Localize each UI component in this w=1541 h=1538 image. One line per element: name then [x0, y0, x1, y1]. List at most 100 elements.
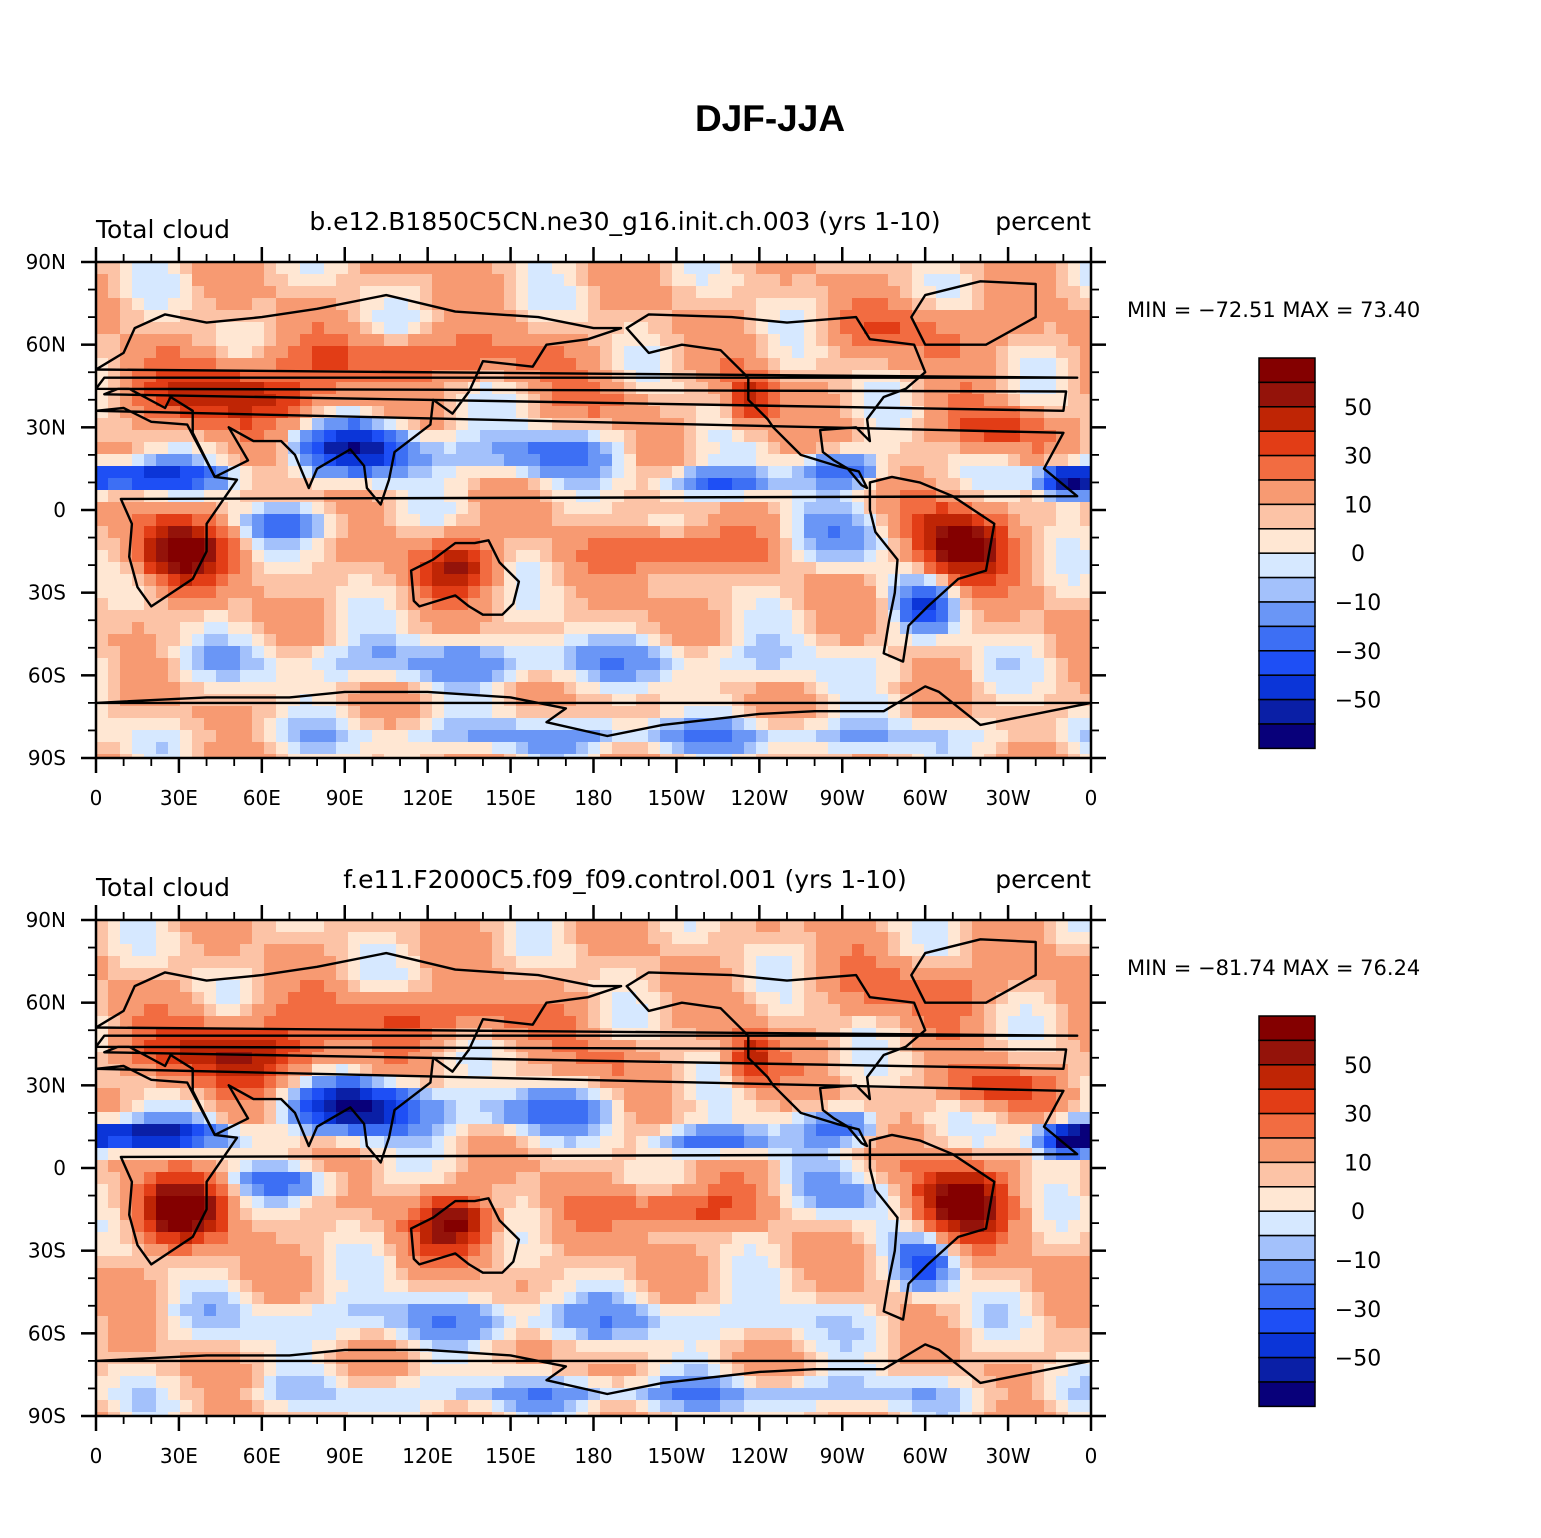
colorbar-cell [1258, 479, 1316, 506]
colorbar-cell [1258, 674, 1316, 701]
colorbar-cell [1258, 1332, 1316, 1359]
map-plot [94, 260, 1093, 760]
x-tick-label: 30E [160, 1444, 198, 1468]
coastlines [96, 938, 1091, 1396]
x-tick-label: 120W [730, 786, 788, 810]
axes: 0 30E 60E 90E 120E 150E 180 150W 120W 90W 60W 30W 09… [26, 905, 1106, 1468]
x-tick-label: 60W [903, 1444, 948, 1468]
y-tick-label: 90S [28, 746, 66, 770]
y-tick-label: 30N [26, 1073, 66, 1097]
axes: 0 30E 60E 90E 120E 150E 180 150W 120W 90W 60W 30W 09… [26, 247, 1106, 810]
x-tick-label: 150W [647, 1444, 705, 1468]
colorbar-label: 50 [1344, 396, 1372, 421]
colorbar: 50 30 10 0 −10 −30 −50 [1258, 1015, 1381, 1408]
colorbar-cell [1258, 503, 1316, 530]
x-tick-label: 30E [160, 786, 198, 810]
y-tick-label: 90S [28, 1404, 66, 1428]
colorbar-label: 50 [1344, 1054, 1372, 1079]
y-tick-label: 60S [28, 1321, 66, 1345]
x-tick-label: 30W [985, 786, 1030, 810]
colorbar-cell [1258, 381, 1316, 408]
colorbar-cell [1258, 357, 1316, 384]
y-tick-label: 60S [28, 663, 66, 687]
colorbar-cell [1258, 1015, 1316, 1042]
x-tick-label: 60E [243, 786, 281, 810]
top-panel: b.e12.B1850C5CN.ne30_g16.init.ch.003 (yr… [26, 207, 1421, 810]
case-label: f.e11.F2000C5.f09_f09.control.001 (yrs 1… [343, 865, 907, 894]
colorbar-cell [1258, 1283, 1316, 1310]
colorbar-label: −30 [1335, 640, 1381, 665]
colorbar-cell [1258, 1308, 1316, 1334]
x-tick-label: 0 [90, 1444, 103, 1468]
continent-outline [96, 951, 1079, 1164]
colorbar-cell [1258, 650, 1316, 676]
y-tick-label: 30S [28, 1239, 66, 1263]
colorbar-cell [1258, 1381, 1316, 1408]
colorbar-cell [1258, 454, 1316, 481]
colorbar-cell [1258, 1259, 1316, 1286]
continent-outline [625, 313, 927, 490]
colorbar-cell [1258, 1039, 1316, 1066]
x-tick-label: 60W [903, 786, 948, 810]
units-label: percent [995, 207, 1091, 236]
figure-title: DJF-JJA [695, 98, 845, 139]
colorbar-label: 10 [1344, 493, 1372, 518]
colorbar-cell [1258, 1356, 1316, 1383]
x-tick-label: 30W [985, 1444, 1030, 1468]
colorbar-label: −10 [1335, 1249, 1381, 1274]
colorbar-label: 0 [1351, 542, 1365, 567]
colorbar-label: −10 [1335, 591, 1381, 616]
colorbar-cell [1258, 576, 1316, 603]
continent-outline [910, 938, 1037, 1004]
continent-outline [96, 1064, 1079, 1266]
x-tick-label: 90W [820, 1444, 865, 1468]
x-tick-label: 90E [326, 786, 364, 810]
x-tick-label: 90W [820, 786, 865, 810]
colorbar-label: 0 [1351, 1200, 1365, 1225]
colorbar-cell [1258, 1064, 1316, 1090]
continent-outline [96, 406, 1079, 608]
x-tick-label: 0 [90, 786, 103, 810]
variable-label: Total cloud [95, 215, 230, 244]
x-tick-label: 180 [574, 1444, 612, 1468]
colorbar-cell [1258, 601, 1316, 628]
x-tick-label: 150W [647, 786, 705, 810]
x-tick-label: 120E [402, 1444, 453, 1468]
x-tick-label: 180 [574, 786, 612, 810]
x-tick-label: 0 [1085, 786, 1098, 810]
continent-outline [625, 971, 927, 1148]
continent-outline [96, 1343, 1091, 1396]
continent-outline [409, 539, 521, 616]
colorbar-cell [1258, 1234, 1316, 1261]
continent-outline [96, 685, 1091, 738]
colorbar-cell [1258, 1112, 1316, 1139]
x-tick-label: 120E [402, 786, 453, 810]
bottom-panel: f.e11.F2000C5.f09_f09.control.001 (yrs 1… [26, 865, 1421, 1468]
colorbar-cell [1258, 625, 1316, 652]
x-tick-label: 150E [485, 786, 536, 810]
x-tick-label: 120W [730, 1444, 788, 1468]
x-tick-label: 150E [485, 1444, 536, 1468]
y-tick-label: 90N [26, 908, 66, 932]
colorbar-cell [1258, 723, 1316, 750]
colorbar-label: −30 [1335, 1298, 1381, 1323]
colorbar-cell [1258, 552, 1316, 579]
continent-outline [868, 1133, 996, 1321]
colorbar-cell [1258, 1161, 1316, 1188]
y-tick-label: 60N [26, 333, 66, 357]
x-tick-label: 0 [1085, 1444, 1098, 1468]
colorbar-label: −50 [1335, 689, 1381, 714]
colorbar-cell [1258, 1137, 1316, 1164]
colorbar-label: −50 [1335, 1347, 1381, 1372]
continent-outline [910, 280, 1037, 346]
units-label: percent [995, 865, 1091, 894]
cloud-field [96, 920, 1091, 1416]
colorbar-label: 30 [1344, 445, 1372, 470]
continent-outline [409, 1197, 521, 1274]
colorbar-label: 30 [1344, 1103, 1372, 1128]
y-tick-label: 30S [28, 581, 66, 605]
colorbar-cell [1258, 528, 1316, 554]
y-tick-label: 0 [53, 498, 66, 522]
colorbar-cell [1258, 1088, 1316, 1115]
continent-outline [96, 293, 1079, 506]
